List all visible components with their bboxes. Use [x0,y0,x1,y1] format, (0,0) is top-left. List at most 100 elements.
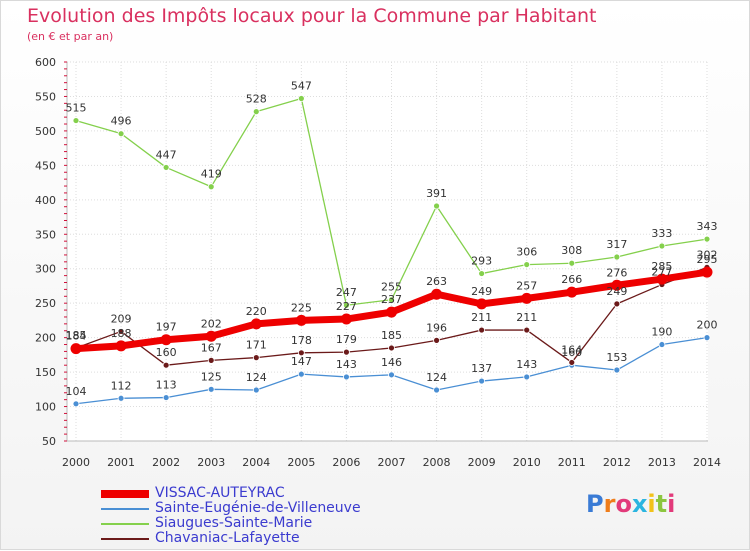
data-label: 164 [561,343,582,356]
data-point [703,235,711,243]
data-point [523,326,531,334]
data-point [478,270,486,277]
x-tick-label: 2008 [423,456,451,469]
data-label: 146 [381,356,402,369]
x-tick-label: 2010 [513,456,541,469]
y-tick-label: 400 [35,194,56,207]
data-point [701,266,713,278]
data-label: 293 [471,255,492,268]
data-point [297,370,305,378]
data-label: 285 [651,260,672,273]
x-tick-label: 2013 [648,456,676,469]
logo-letter: x [631,490,648,518]
data-point [72,117,80,124]
data-label: 124 [426,371,447,384]
y-tick-label: 150 [35,366,56,379]
x-tick-label: 2005 [287,456,315,469]
legend-swatch [101,523,149,525]
data-point [613,253,621,261]
data-label: 190 [651,326,672,339]
data-label: 547 [291,80,312,93]
data-point [388,371,395,379]
data-point [207,385,215,393]
data-point [343,301,350,309]
data-point [205,330,217,342]
legend-label: Chavaniac-Lafayette [155,530,300,546]
logo-letter: o [615,490,632,518]
x-tick-label: 2002 [152,456,180,469]
logo-letter: r [603,490,616,518]
chart-subtitle: (en € et par an) [27,30,114,43]
data-label: 277 [651,266,672,279]
x-tick-label: 2014 [693,456,721,469]
data-label: 179 [336,333,357,346]
data-point [658,341,666,348]
data-label: 247 [336,286,357,299]
y-tick-label: 500 [35,125,56,138]
data-point [343,348,350,356]
plot-area [67,62,708,441]
data-label: 249 [471,285,492,298]
data-label: 200 [697,319,718,332]
data-label: 188 [111,327,132,340]
x-tick-label: 2000 [62,456,90,469]
data-point [388,296,395,304]
data-point [611,279,623,291]
data-point [658,242,666,250]
data-label: 113 [156,379,177,392]
data-label: 302 [697,248,718,261]
y-tick-label: 200 [35,332,56,345]
data-label: 147 [291,355,312,368]
legend-swatch [101,490,149,498]
data-point [297,95,305,102]
data-point [340,313,352,325]
logo-letter: t [655,490,668,518]
data-point [160,334,172,346]
data-label: 160 [561,346,582,359]
data-label: 196 [426,321,447,334]
y-tick-label: 250 [35,297,56,310]
data-point [252,386,260,394]
data-label: 496 [111,115,132,128]
x-tick-label: 2001 [107,456,135,469]
y-tick-label: 100 [35,401,56,414]
y-tick-label: 300 [35,263,56,276]
legend-label: Sainte-Eugénie-de-Villeneuve [155,500,361,516]
data-point [568,359,576,366]
data-label: 528 [246,93,267,106]
data-label: 184 [66,330,87,343]
legend-item: Chavaniac-Lafayette [99,530,419,547]
data-label: 160 [156,346,177,359]
data-point [250,318,262,330]
data-point [523,261,531,268]
data-point [566,286,578,298]
data-label: 211 [516,311,537,324]
y-tick-label: 50 [42,435,56,448]
data-label: 257 [516,279,537,292]
data-label: 211 [471,311,492,324]
data-label: 202 [201,317,222,330]
x-tick-label: 2003 [197,456,225,469]
data-point [613,300,621,308]
data-label: 419 [201,168,222,181]
data-label: 143 [336,358,357,371]
data-point [386,306,397,318]
data-label: 237 [381,293,402,306]
data-label: 333 [651,227,672,240]
data-point [568,259,576,267]
legend-item: Sainte-Eugénie-de-Villeneuve [99,500,419,517]
y-tick-label: 350 [35,228,56,241]
data-point [613,366,621,374]
x-tick-label: 2004 [242,456,270,469]
data-label: 263 [426,275,447,288]
x-tick-label: 2007 [378,456,406,469]
data-point [252,354,260,362]
data-label: 143 [516,358,537,371]
legend-label: VISSAC-AUTEYRAC [155,485,285,501]
data-point [207,183,215,191]
logo-letter: i [667,490,676,518]
data-label: 178 [291,334,312,347]
data-label: 276 [606,266,627,279]
data-point [703,334,711,342]
